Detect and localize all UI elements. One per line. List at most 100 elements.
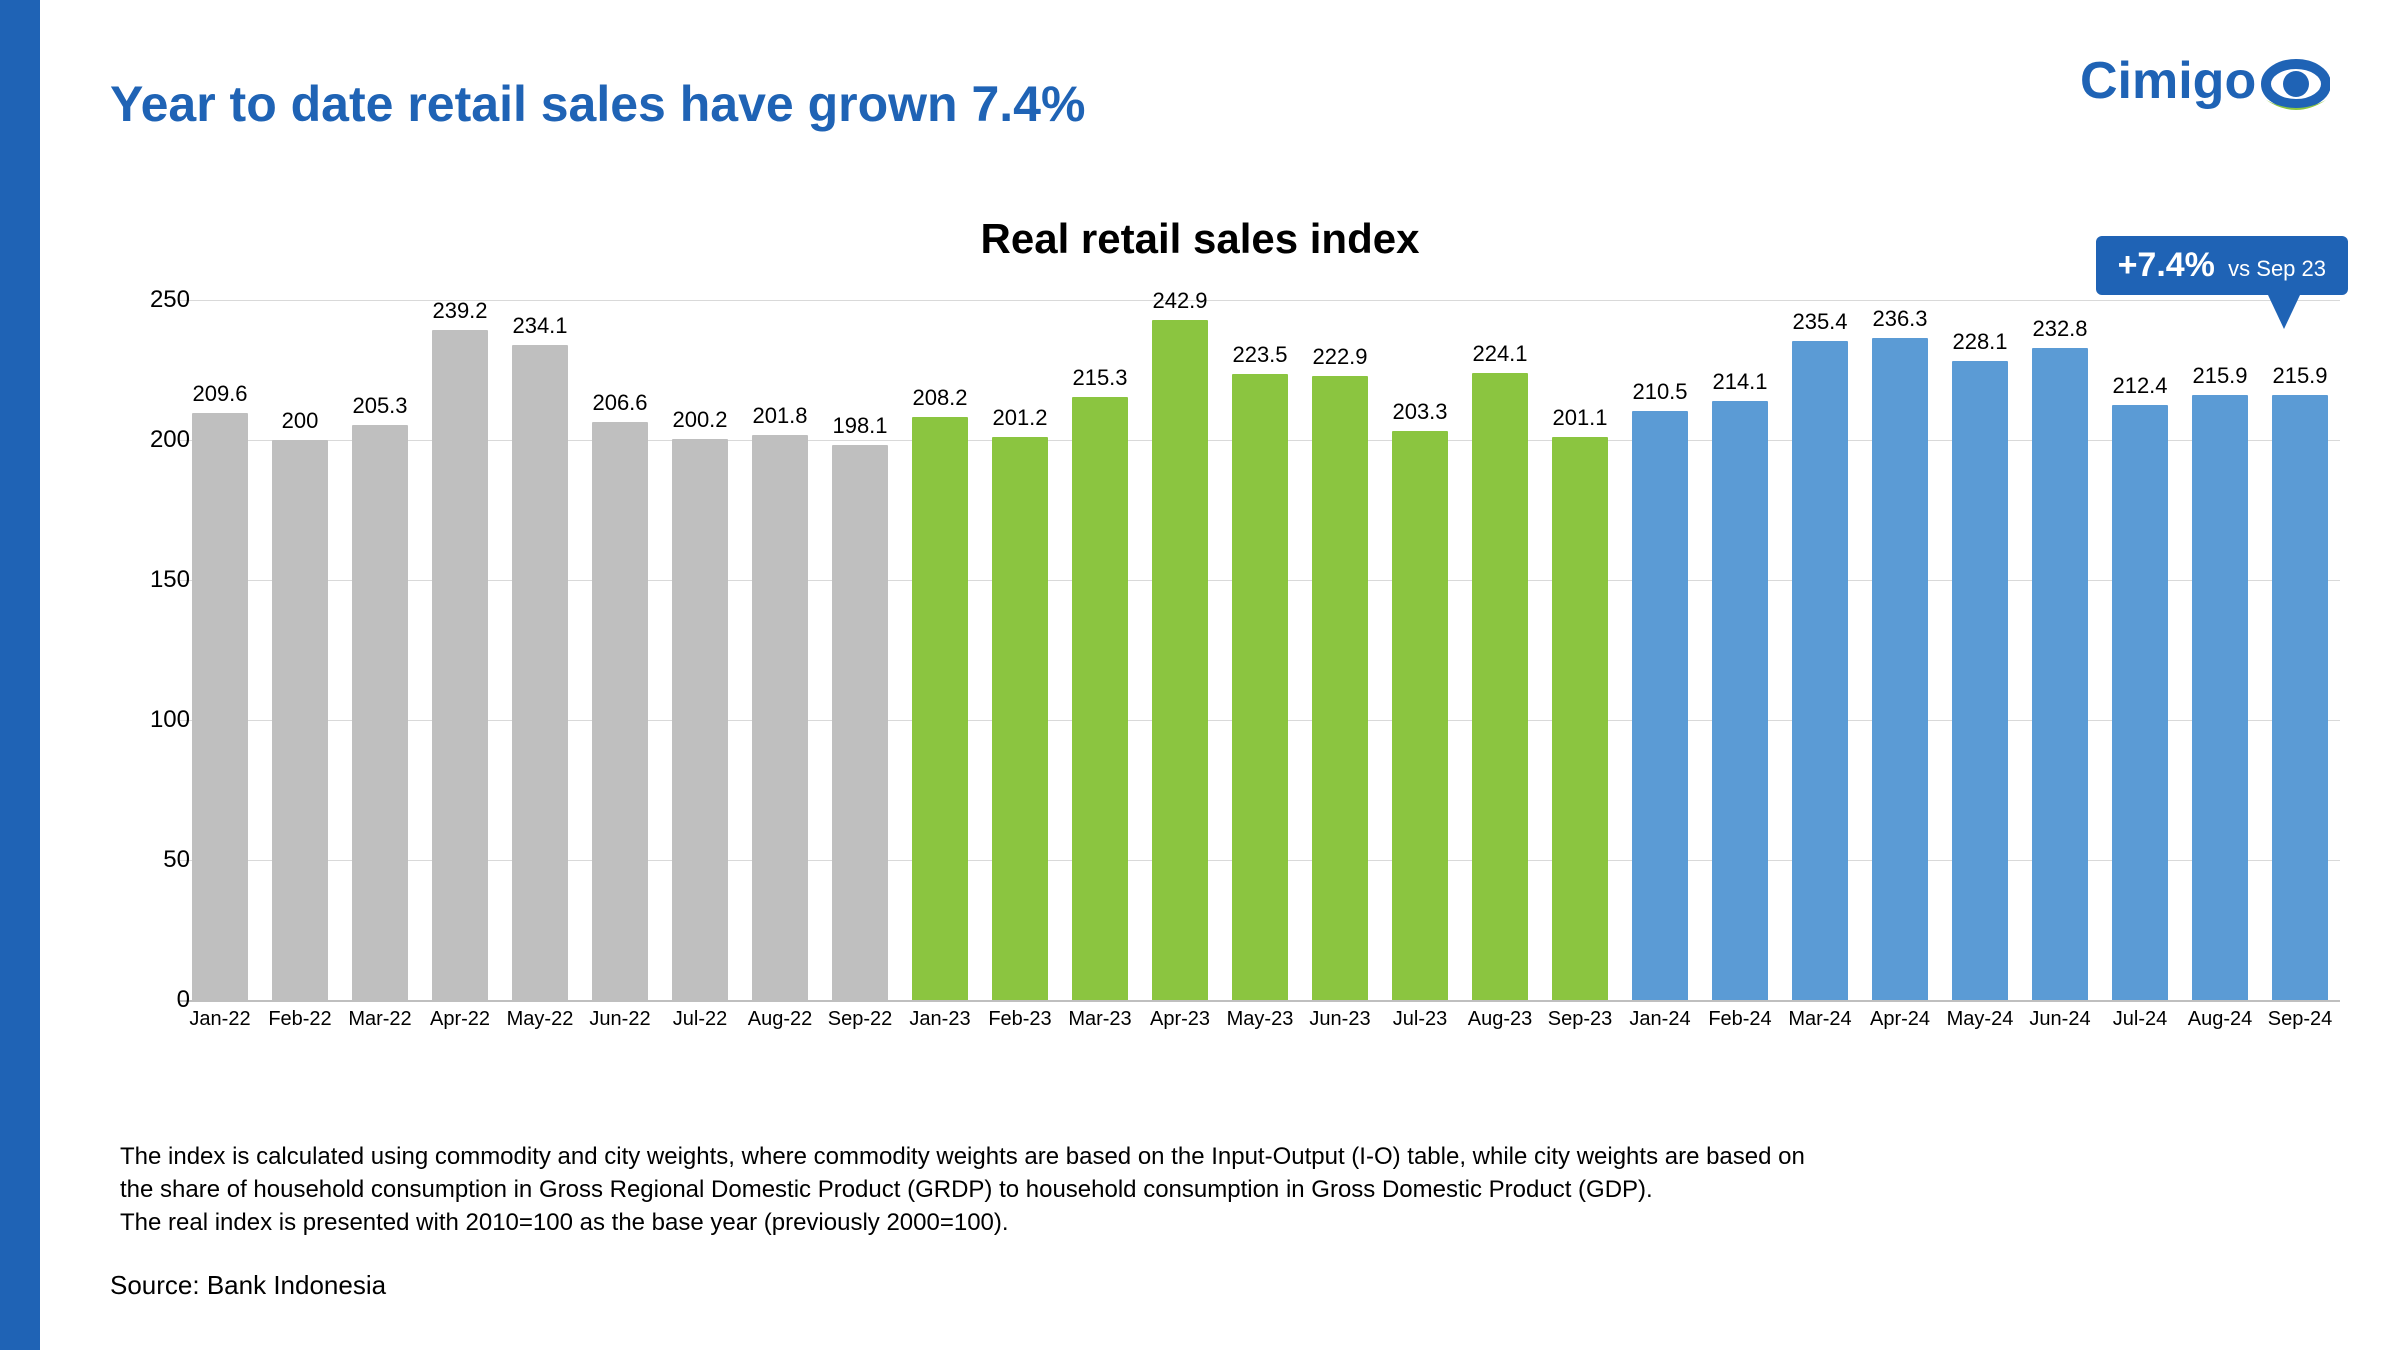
bar-group: 236.3	[1860, 300, 1940, 1000]
x-axis-tick-label: Sep-22	[820, 1008, 900, 1031]
growth-annotation: +7.4% vs Sep 23	[2096, 236, 2348, 295]
x-axis-tick-label: Jun-22	[580, 1008, 660, 1031]
bar-value-label: 203.3	[1380, 399, 1460, 425]
bar-group: 234.1	[500, 300, 580, 1000]
bar	[192, 413, 248, 1000]
bar-value-label: 200	[260, 408, 340, 434]
x-axis-tick-label: Jan-24	[1620, 1008, 1700, 1031]
bar-value-label: 215.9	[2180, 363, 2260, 389]
bar-value-label: 201.8	[740, 403, 820, 429]
bar-group: 208.2	[900, 300, 980, 1000]
footnote-line1: The index is calculated using commodity …	[120, 1143, 1805, 1170]
bar	[1872, 338, 1928, 1000]
bar-group: 198.1	[820, 300, 900, 1000]
bar	[352, 425, 408, 1000]
bar	[1472, 373, 1528, 1000]
bar-group: 239.2	[420, 300, 500, 1000]
bar-value-label: 235.4	[1780, 309, 1860, 335]
bar-group: 242.9	[1140, 300, 1220, 1000]
x-axis-tick-label: Aug-23	[1460, 1008, 1540, 1031]
bar	[432, 330, 488, 1000]
bar-group: 205.3	[340, 300, 420, 1000]
bar-group: 235.4	[1780, 300, 1860, 1000]
bar-group: 210.5	[1620, 300, 1700, 1000]
bar	[1232, 374, 1288, 1000]
bar-group: 232.8	[2020, 300, 2100, 1000]
x-axis-tick-label: Jun-23	[1300, 1008, 1380, 1031]
x-axis-tick-label: Apr-24	[1860, 1008, 1940, 1031]
bar-group: 222.9	[1300, 300, 1380, 1000]
x-axis-tick-label: Mar-23	[1060, 1008, 1140, 1031]
x-axis-tick-label: May-24	[1940, 1008, 2020, 1031]
bar-group: 212.4	[2100, 300, 2180, 1000]
source-text: Source: Bank Indonesia	[110, 1270, 386, 1301]
bar-value-label: 210.5	[1620, 379, 1700, 405]
bar-value-label: 201.1	[1540, 405, 1620, 431]
bar	[672, 439, 728, 1000]
bar-value-label: 208.2	[900, 385, 980, 411]
bar-value-label: 209.6	[180, 381, 260, 407]
bar	[2112, 405, 2168, 1000]
annotation-main-value: +7.4%	[2118, 246, 2215, 284]
annotation-arrow-icon	[2268, 295, 2300, 329]
bar	[912, 417, 968, 1000]
bar-value-label: 214.1	[1700, 369, 1780, 395]
bar-group: 209.6	[180, 300, 260, 1000]
x-axis-tick-label: May-22	[500, 1008, 580, 1031]
x-axis-tick-label: Aug-24	[2180, 1008, 2260, 1031]
bar-group: 200	[260, 300, 340, 1000]
bar-value-label: 201.2	[980, 405, 1060, 431]
bar	[1552, 437, 1608, 1000]
x-axis-tick-label: Feb-24	[1700, 1008, 1780, 1031]
bar-group: 215.9	[2180, 300, 2260, 1000]
bar	[832, 445, 888, 1000]
x-axis-tick-label: Aug-22	[740, 1008, 820, 1031]
bar-value-label: 232.8	[2020, 316, 2100, 342]
bar	[1712, 401, 1768, 1000]
bar	[2272, 395, 2328, 1000]
x-axis-tick-label: Jul-23	[1380, 1008, 1460, 1031]
chart-plot-area: +7.4% vs Sep 23 209.6200205.3239.2234.12…	[180, 300, 2340, 1002]
bar	[1152, 320, 1208, 1000]
bar-value-label: 222.9	[1300, 344, 1380, 370]
slide-sidebar-accent	[0, 0, 40, 1350]
x-axis-tick-label: Feb-22	[260, 1008, 340, 1031]
cimigo-logo: Cimigo	[2080, 50, 2330, 133]
bar-group: 215.9	[2260, 300, 2340, 1000]
x-axis-tick-label: Sep-23	[1540, 1008, 1620, 1031]
bar	[1072, 397, 1128, 1000]
bar-value-label: 212.4	[2100, 373, 2180, 399]
bar	[1392, 431, 1448, 1000]
footnote-line2: the share of household consumption in Gr…	[120, 1176, 1653, 1203]
bar-group: 200.2	[660, 300, 740, 1000]
x-axis-tick-label: Apr-22	[420, 1008, 500, 1031]
x-axis-tick-label: May-23	[1220, 1008, 1300, 1031]
x-axis-labels: Jan-22Feb-22Mar-22Apr-22May-22Jun-22Jul-…	[180, 1008, 2340, 1038]
x-axis-tick-label: Jan-22	[180, 1008, 260, 1031]
bar	[272, 440, 328, 1000]
bar-value-label: 223.5	[1220, 342, 1300, 368]
bar	[512, 345, 568, 1000]
bar-chart: +7.4% vs Sep 23 209.6200205.3239.2234.12…	[110, 300, 2360, 1040]
bar	[592, 422, 648, 1000]
bar-value-label: 215.9	[2260, 363, 2340, 389]
bar-group: 228.1	[1940, 300, 2020, 1000]
bar-value-label: 215.3	[1060, 365, 1140, 391]
bar-group: 223.5	[1220, 300, 1300, 1000]
bar-value-label: 234.1	[500, 313, 580, 339]
bar-value-label: 206.6	[580, 390, 660, 416]
bar-value-label: 228.1	[1940, 329, 2020, 355]
x-axis-tick-label: Mar-24	[1780, 1008, 1860, 1031]
bar-group: 206.6	[580, 300, 660, 1000]
bar	[992, 437, 1048, 1000]
bar-value-label: 205.3	[340, 393, 420, 419]
logo-eye-icon	[2266, 64, 2326, 110]
x-axis-tick-label: Jun-24	[2020, 1008, 2100, 1031]
bar-group: 215.3	[1060, 300, 1140, 1000]
bar	[2192, 395, 2248, 1000]
annotation-sub-text: vs Sep 23	[2228, 256, 2326, 281]
bar	[1632, 411, 1688, 1000]
chart-title: Real retail sales index	[0, 215, 2400, 263]
bar-group: 201.2	[980, 300, 1060, 1000]
bar-value-label: 236.3	[1860, 306, 1940, 332]
